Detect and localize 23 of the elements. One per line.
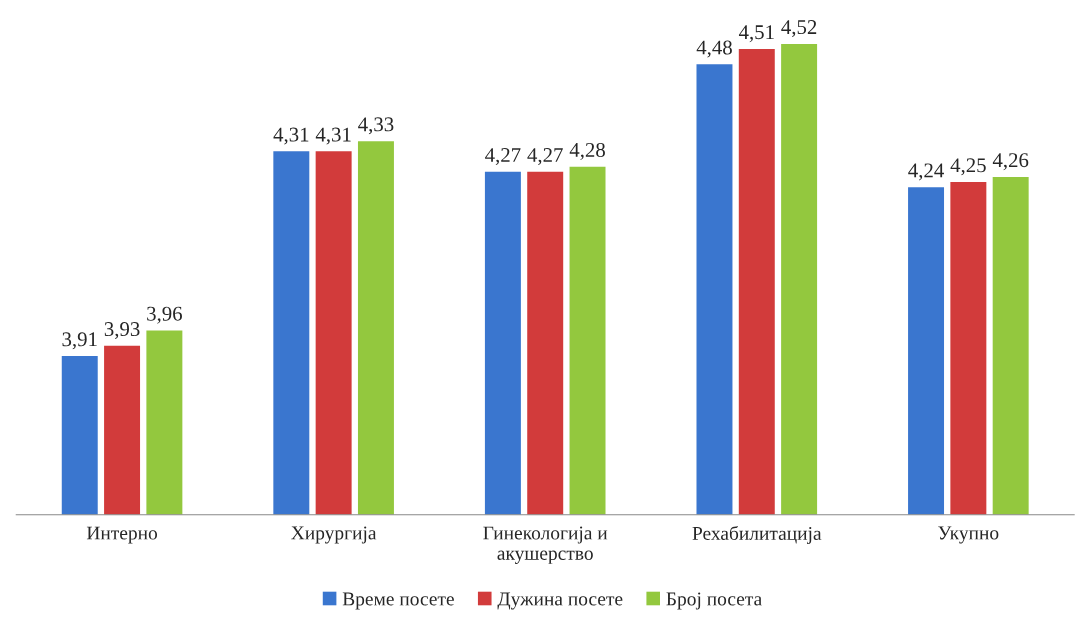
legend-label: Време посете (342, 592, 454, 610)
x-tick-label: Хирургија (291, 526, 377, 544)
data-label: 3,96 (147, 306, 182, 324)
data-label: 4,33 (358, 117, 394, 135)
data-label: 4,31 (273, 127, 309, 145)
data-label: 4,26 (992, 153, 1029, 171)
legend-label: Дужина посете (497, 592, 623, 610)
x-tick-label: Рехабилитација (692, 525, 822, 544)
data-label: 3,91 (62, 332, 97, 350)
data-label: 4,24 (908, 163, 944, 181)
data-label: 4,25 (950, 158, 986, 176)
legend-label: Број посета (666, 592, 762, 610)
x-tick-label: Укупно (938, 526, 999, 544)
data-label: 4,27 (485, 148, 521, 166)
x-tick-label: Интерно (86, 526, 158, 544)
data-label: 4,52 (781, 20, 817, 38)
data-label: 4,31 (315, 127, 351, 145)
x-tick-label: Гинекологија и акушерство (483, 526, 608, 564)
data-label: 4,27 (527, 148, 563, 166)
data-label: 4,48 (696, 40, 732, 58)
data-label: 4,51 (738, 25, 774, 43)
data-label: 4,28 (569, 142, 605, 160)
data-label: 3,93 (104, 322, 140, 340)
